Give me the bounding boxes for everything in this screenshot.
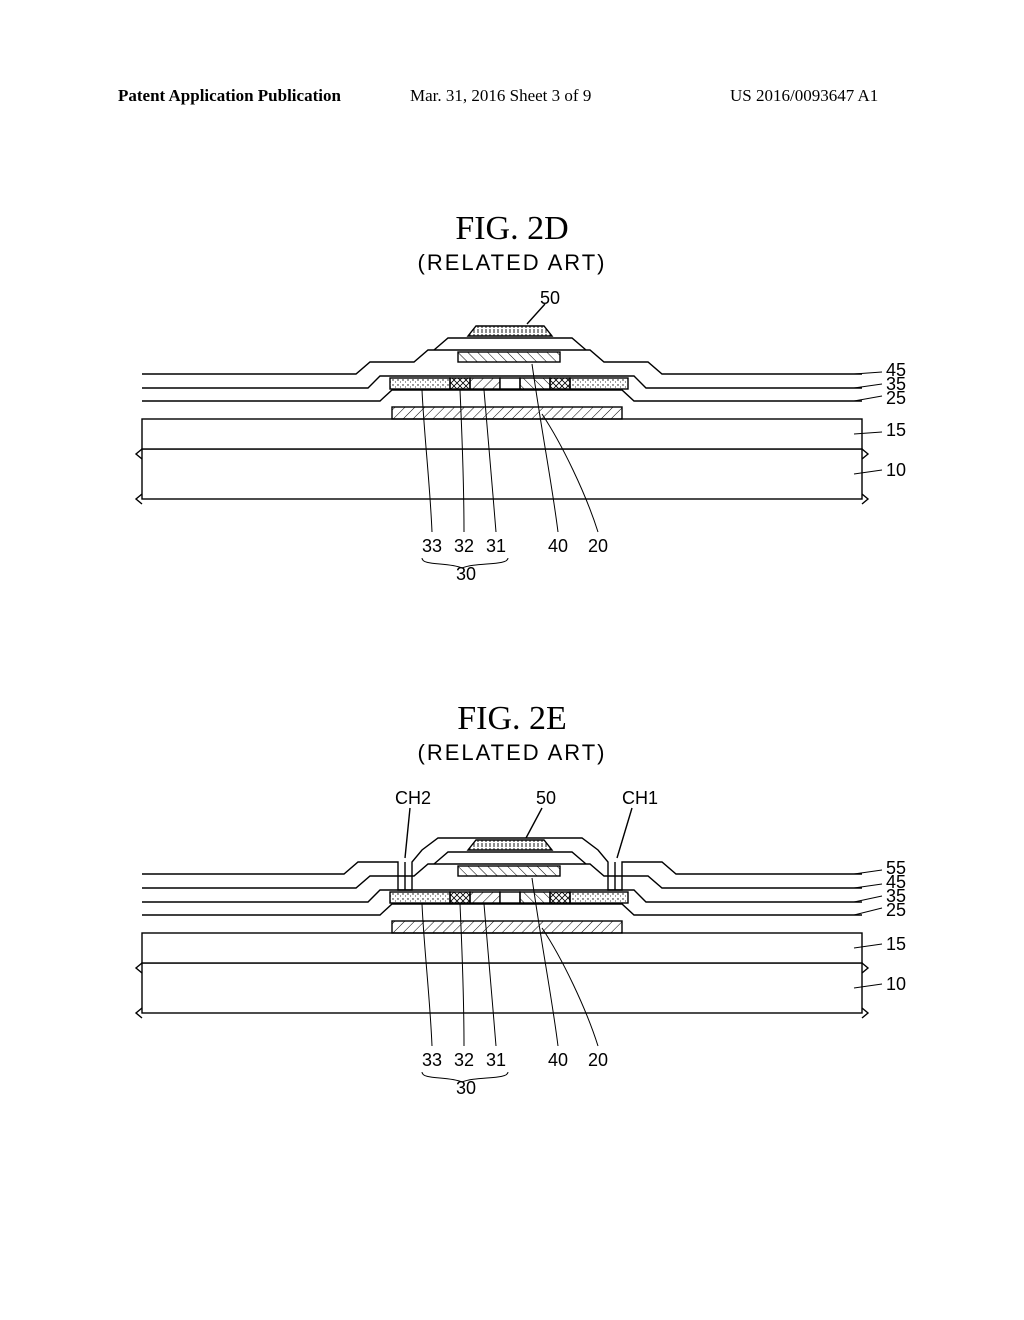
lbl-40e: 40 — [548, 1050, 568, 1070]
lbl-ch2: CH2 — [395, 788, 431, 808]
lbl-32: 32 — [454, 536, 474, 556]
lbl-20e: 20 — [588, 1050, 608, 1070]
fig2e-title: FIG. 2E — [0, 700, 1024, 738]
lbl-10e: 10 — [886, 974, 906, 994]
page: Patent Application Publication Mar. 31, … — [0, 0, 1024, 1320]
fig2d-subtitle: (RELATED ART) — [0, 250, 1024, 276]
lbl-ch1: CH1 — [622, 788, 658, 808]
lbl-20: 20 — [588, 536, 608, 556]
lbl-50e: 50 — [536, 788, 556, 808]
lbl-50: 50 — [540, 288, 560, 308]
lbl-10: 10 — [886, 460, 906, 480]
header-right: US 2016/0093647 A1 — [730, 86, 878, 106]
header-left: Patent Application Publication — [118, 86, 341, 106]
lbl-15: 15 — [886, 420, 906, 440]
lbl-33e: 33 — [422, 1050, 442, 1070]
fig2e-diagram: CH2 50 CH1 55 45 35 25 15 10 33 32 31 40… — [112, 778, 912, 1118]
lbl-25e: 25 — [886, 900, 906, 920]
lbl-40: 40 — [548, 536, 568, 556]
lbl-31: 31 — [486, 536, 506, 556]
lbl-15e: 15 — [886, 934, 906, 954]
lbl-33: 33 — [422, 536, 442, 556]
fig2d-title: FIG. 2D — [0, 210, 1024, 248]
lbl-32e: 32 — [454, 1050, 474, 1070]
fig2d-diagram: 50 45 35 25 15 10 33 32 31 40 20 30 — [112, 284, 912, 604]
fig2e-subtitle: (RELATED ART) — [0, 740, 1024, 766]
lbl-31e: 31 — [486, 1050, 506, 1070]
header-mid: Mar. 31, 2016 Sheet 3 of 9 — [410, 86, 591, 106]
lbl-25: 25 — [886, 388, 906, 408]
